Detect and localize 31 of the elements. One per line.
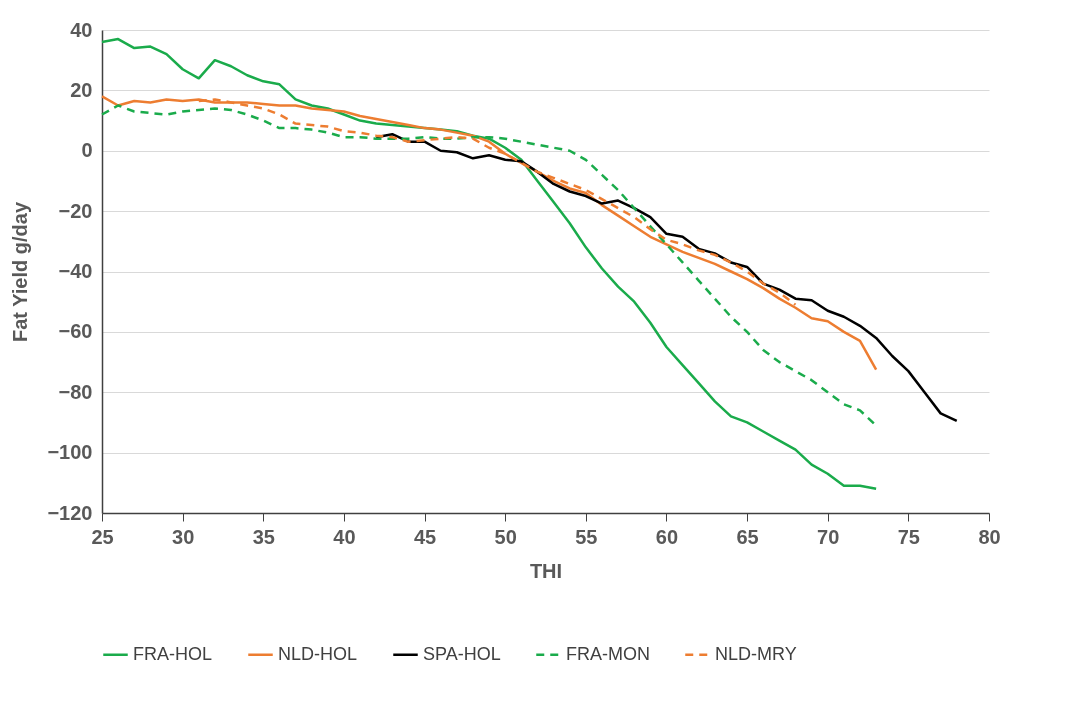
x-tick-label: 75	[897, 525, 920, 548]
legend-label: NLD-MRY	[715, 643, 797, 664]
y-tick-label: 0	[81, 139, 93, 162]
x-tick-label: 30	[172, 525, 195, 548]
x-tick-label: 40	[333, 525, 356, 548]
x-tick-label: 55	[575, 525, 598, 548]
y-tick-label: −40	[58, 260, 93, 282]
y-tick-label: 20	[70, 78, 93, 101]
x-tick-label: 65	[736, 525, 759, 548]
y-tick-label: −80	[58, 380, 93, 403]
line-series	[197, 98, 797, 306]
y-tick-label: −60	[58, 320, 93, 343]
x-tick-label: 80	[978, 525, 1001, 548]
x-tick-label: 50	[494, 525, 517, 548]
legend-label: NLD-HOL	[278, 643, 358, 664]
legend-label: SPA-HOL	[423, 643, 501, 664]
y-tick-label: −100	[47, 441, 93, 464]
x-tick-label: 45	[413, 525, 437, 548]
y-tick-label: −120	[47, 501, 93, 524]
y-tick-label: −20	[58, 199, 93, 222]
y-axis-title: Fat Yield g/day	[9, 201, 32, 343]
legend-label: FRA-MON	[566, 643, 650, 664]
line-series	[100, 95, 878, 371]
x-tick-label: 60	[655, 525, 679, 548]
y-tick-label: 40	[70, 18, 93, 41]
x-tick-label: 70	[817, 525, 840, 548]
x-tick-label: 25	[91, 525, 114, 548]
legend-label: FRA-HOL	[133, 643, 213, 664]
x-tick-label: 35	[252, 525, 275, 548]
line-series	[100, 37, 878, 491]
x-axis-title: THI	[529, 559, 563, 582]
